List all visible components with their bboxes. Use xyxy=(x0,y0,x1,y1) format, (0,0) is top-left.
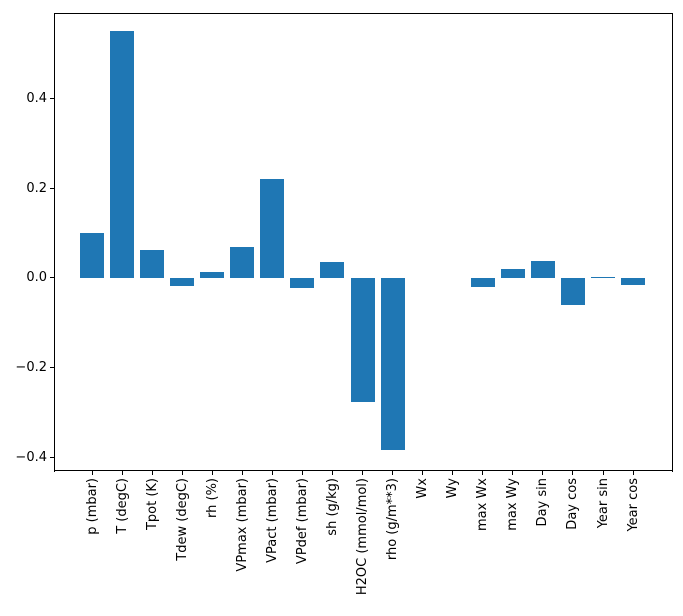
y-tick-mark xyxy=(50,97,54,99)
bar-15 xyxy=(530,260,555,278)
x-tick-label-8: sh (g/kg) xyxy=(324,478,340,536)
y-tick-mark xyxy=(50,187,54,189)
x-tick-mark xyxy=(482,471,484,475)
y-tick-label-1: 0.2 xyxy=(26,180,47,196)
right-spine xyxy=(672,13,673,472)
x-tick-mark xyxy=(512,471,514,475)
x-tick-label-4: rh (%) xyxy=(204,478,220,518)
x-tick-label-14: max Wy xyxy=(505,478,521,531)
x-tick-mark xyxy=(362,471,364,475)
x-tick-label-12: Wy xyxy=(445,478,461,499)
bar-2 xyxy=(140,249,165,278)
x-tick-mark xyxy=(392,471,394,475)
x-tick-mark xyxy=(452,471,454,475)
x-tick-label-3: Tdew (degC) xyxy=(174,478,190,561)
bar-1 xyxy=(110,30,135,278)
bar-8 xyxy=(320,262,345,278)
x-tick-label-5: VPmax (mbar) xyxy=(234,478,250,572)
x-tick-mark xyxy=(241,471,243,475)
x-tick-mark xyxy=(301,471,303,475)
x-tick-label-16: Day cos xyxy=(565,478,581,530)
left-spine xyxy=(54,13,55,472)
x-tick-label-2: Tpot (K) xyxy=(144,478,160,531)
x-tick-mark xyxy=(211,471,213,475)
x-tick-mark xyxy=(271,471,273,475)
y-tick-label-3: −0.2 xyxy=(15,360,47,376)
x-tick-label-1: T (degC) xyxy=(114,478,130,534)
bar-14 xyxy=(500,269,525,278)
x-tick-mark xyxy=(181,471,183,475)
x-tick-mark xyxy=(91,471,93,475)
x-tick-label-15: Day sin xyxy=(535,478,551,527)
bar-16 xyxy=(560,277,585,305)
y-tick-mark xyxy=(50,457,54,459)
bar-0 xyxy=(80,233,104,278)
x-tick-mark xyxy=(422,471,424,475)
x-tick-mark xyxy=(632,471,634,475)
x-tick-label-17: Year sin xyxy=(595,478,611,529)
y-tick-label-2: 0.0 xyxy=(26,270,47,286)
bar-18 xyxy=(621,277,646,286)
bottom-spine xyxy=(54,470,673,471)
x-tick-mark xyxy=(572,471,574,475)
x-tick-mark xyxy=(121,471,123,475)
top-spine xyxy=(54,13,673,14)
bar-3 xyxy=(170,277,195,286)
bar-6 xyxy=(260,179,285,278)
bar-13 xyxy=(470,277,495,287)
y-tick-label-0: 0.4 xyxy=(26,90,47,106)
x-tick-label-18: Year cos xyxy=(625,478,641,532)
x-tick-label-13: max Wx xyxy=(475,478,491,532)
y-tick-mark xyxy=(50,367,54,369)
bar-9 xyxy=(350,277,375,402)
bar-17 xyxy=(591,276,616,278)
bar-7 xyxy=(290,277,315,288)
x-tick-label-11: Wx xyxy=(415,478,431,499)
x-tick-mark xyxy=(331,471,333,475)
bar-4 xyxy=(200,272,225,278)
x-tick-label-0: p (mbar) xyxy=(84,478,100,535)
x-tick-label-6: VPact (mbar) xyxy=(264,478,280,563)
x-tick-label-9: H2OC (mmol/mol) xyxy=(355,478,371,596)
bar-10 xyxy=(380,277,405,450)
x-tick-mark xyxy=(151,471,153,475)
x-tick-label-7: VPdef (mbar) xyxy=(294,478,310,565)
x-tick-mark xyxy=(542,471,544,475)
y-tick-label-4: −0.4 xyxy=(15,450,47,466)
y-tick-mark xyxy=(50,277,54,279)
x-tick-label-10: rho (g/m**3) xyxy=(385,478,401,561)
bar-5 xyxy=(230,246,255,278)
x-tick-mark xyxy=(602,471,604,475)
